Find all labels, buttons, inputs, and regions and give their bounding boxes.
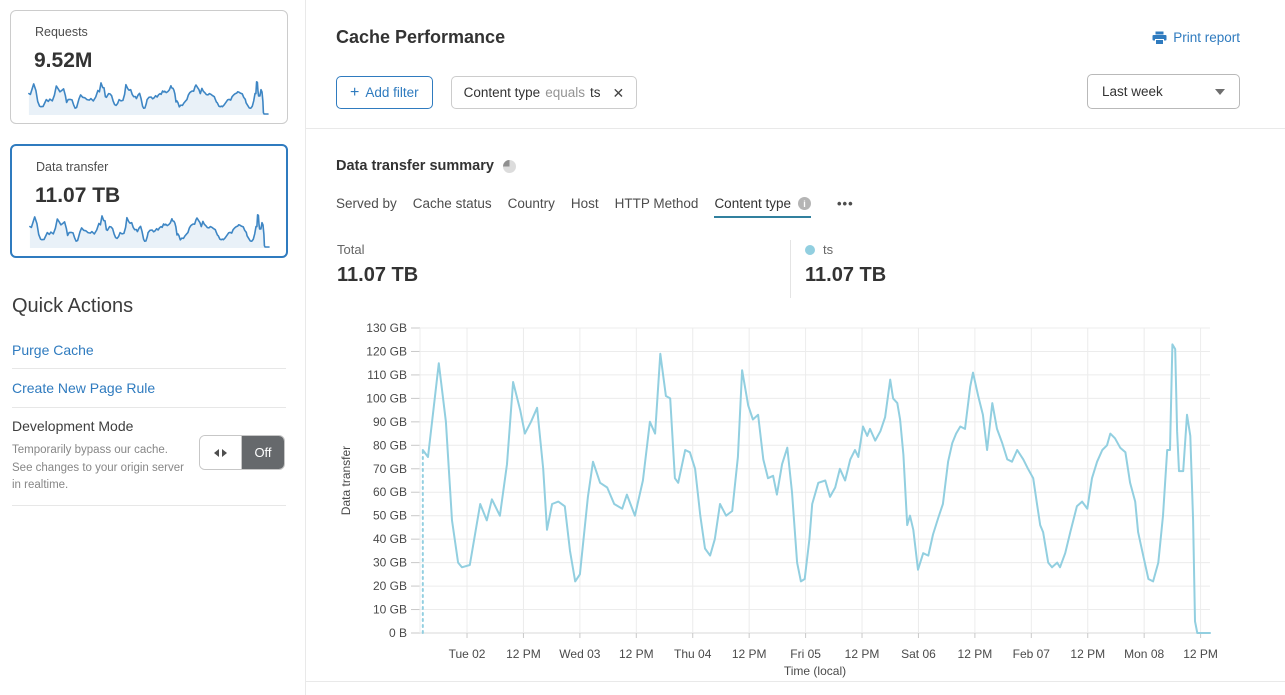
total-value: 11.07 TB	[337, 264, 419, 286]
svg-text:Tue 02: Tue 02	[449, 647, 486, 661]
svg-text:Mon 08: Mon 08	[1124, 647, 1164, 661]
main-content: Cache Performance Print report + Add fil…	[306, 0, 1285, 695]
time-range-select[interactable]: Last week	[1087, 74, 1240, 109]
svg-text:80 GB: 80 GB	[373, 438, 407, 452]
more-tabs-icon[interactable]: •••	[837, 196, 854, 211]
svg-text:10 GB: 10 GB	[373, 603, 407, 617]
svg-text:90 GB: 90 GB	[373, 415, 407, 429]
filter-chip-operator: equals	[545, 85, 585, 100]
quick-actions-title: Quick Actions	[12, 295, 134, 317]
development-mode-toggle[interactable]: Off	[199, 435, 285, 470]
requests-sparkline-chart	[28, 81, 269, 115]
requests-card-value: 9.52M	[34, 49, 93, 72]
data-transfer-summary-header: Data transfer summary	[336, 158, 516, 174]
legend-label-ts: ts	[823, 242, 834, 257]
svg-text:Fri 05: Fri 05	[790, 647, 821, 661]
divider	[12, 505, 286, 506]
svg-text:12 PM: 12 PM	[732, 647, 767, 661]
development-mode-label: Development Mode	[12, 418, 134, 434]
svg-text:100 GB: 100 GB	[366, 391, 407, 405]
tab-host[interactable]: Host	[570, 196, 599, 211]
pie-chart-icon	[502, 159, 516, 173]
toggle-state-label: Off	[242, 436, 284, 469]
svg-text:12 PM: 12 PM	[845, 647, 880, 661]
divider	[12, 407, 286, 408]
divider	[12, 368, 286, 369]
legend-dot-ts	[805, 244, 815, 255]
purge-cache-link[interactable]: Purge Cache	[12, 342, 94, 358]
filter-chip-content-type[interactable]: Content type equals ts ✕	[450, 76, 638, 109]
divider	[790, 240, 791, 298]
svg-text:12 PM: 12 PM	[1070, 647, 1105, 661]
requests-card-label: Requests	[35, 25, 88, 39]
toggle-arrows-icon	[200, 436, 242, 469]
legend-value-ts: 11.07 TB	[805, 264, 887, 286]
svg-text:0 B: 0 B	[389, 626, 407, 640]
printer-icon	[1152, 31, 1167, 45]
data-transfer-chart: 0 B 10 GB 20 GB 30 GB 40 GB 50 GB 60 GB 70 GB 80…	[336, 316, 1241, 683]
svg-text:12 PM: 12 PM	[619, 647, 654, 661]
divider	[306, 681, 1285, 682]
svg-text:20 GB: 20 GB	[373, 579, 407, 593]
svg-text:60 GB: 60 GB	[373, 485, 407, 499]
filter-row: + Add filter Content type equals ts ✕	[336, 76, 638, 109]
tab-country[interactable]: Country	[507, 196, 555, 211]
print-report-link[interactable]: Print report	[1152, 30, 1240, 45]
svg-text:12 PM: 12 PM	[1183, 647, 1218, 661]
svg-text:12 PM: 12 PM	[506, 647, 541, 661]
line-chart: 0 B 10 GB 20 GB 30 GB 40 GB 50 GB 60 GB 70 GB 80…	[339, 321, 1218, 678]
development-mode-description: Temporarily bypass our cache. See change…	[12, 444, 184, 491]
sidebar: Requests 9.52M Data transfer 11.07 TB Qu…	[0, 0, 306, 695]
svg-text:70 GB: 70 GB	[373, 462, 407, 476]
divider	[306, 128, 1285, 129]
total-block: Total 11.07 TB	[337, 242, 418, 287]
tab-http-method[interactable]: HTTP Method	[614, 196, 699, 211]
add-filter-button[interactable]: + Add filter	[336, 76, 433, 109]
svg-text:12 PM: 12 PM	[958, 647, 993, 661]
filter-chip-value: ts	[589, 85, 601, 100]
svg-text:110 GB: 110 GB	[367, 368, 407, 382]
svg-text:50 GB: 50 GB	[373, 509, 407, 523]
print-report-label: Print report	[1173, 30, 1240, 45]
plus-icon: +	[350, 83, 360, 101]
tab-content-type[interactable]: Content type i	[714, 196, 811, 218]
svg-text:120 GB: 120 GB	[366, 344, 407, 358]
data-transfer-summary-title: Data transfer summary	[336, 158, 494, 174]
svg-text:Feb 07: Feb 07	[1013, 647, 1051, 661]
data-transfer-card-value: 11.07 TB	[35, 184, 121, 207]
time-range-value: Last week	[1102, 84, 1163, 99]
create-new-page-rule-link[interactable]: Create New Page Rule	[12, 380, 156, 396]
summary-tabs: Served by Cache status Country Host HTTP…	[336, 196, 854, 218]
filter-chip-field: Content type	[463, 85, 541, 100]
svg-text:Data transfer: Data transfer	[339, 446, 353, 515]
tab-served-by[interactable]: Served by	[336, 196, 397, 211]
svg-text:130 GB: 130 GB	[366, 321, 407, 335]
page-title: Cache Performance	[336, 27, 506, 47]
filter-chip-close-icon[interactable]: ✕	[612, 84, 625, 101]
svg-text:Time (local): Time (local)	[784, 664, 846, 678]
svg-text:Sat 06: Sat 06	[901, 647, 936, 661]
tab-cache-status[interactable]: Cache status	[412, 196, 492, 211]
svg-text:Thu 04: Thu 04	[674, 647, 712, 661]
series-legend-block: ts 11.07 TB	[805, 242, 886, 287]
chevron-down-icon	[1215, 88, 1225, 95]
svg-text:40 GB: 40 GB	[373, 532, 407, 546]
svg-text:Wed 03: Wed 03	[559, 647, 600, 661]
data-transfer-metric-card[interactable]: Data transfer 11.07 TB	[10, 144, 288, 258]
data-transfer-sparkline-chart	[29, 214, 270, 248]
svg-text:30 GB: 30 GB	[373, 556, 407, 570]
requests-metric-card[interactable]: Requests 9.52M	[10, 10, 288, 124]
add-filter-label: Add filter	[365, 85, 419, 100]
info-icon[interactable]: i	[798, 197, 811, 210]
total-label: Total	[337, 242, 365, 257]
data-transfer-card-label: Data transfer	[36, 160, 109, 174]
